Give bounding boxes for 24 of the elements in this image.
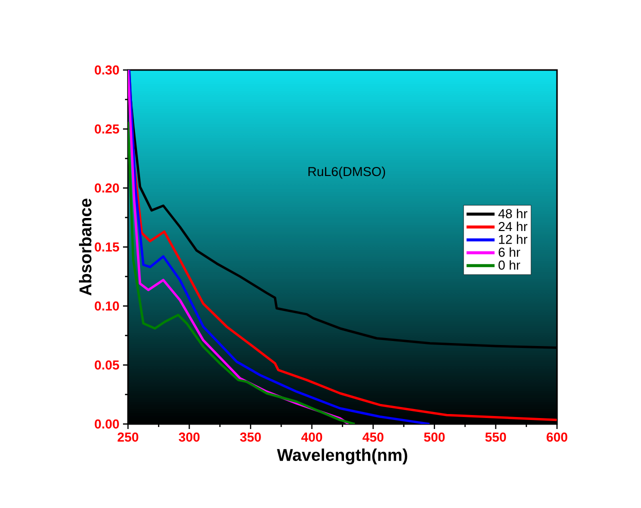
legend-label: 0 hr xyxy=(498,260,520,270)
y-axis-title: Absorbance xyxy=(79,198,92,296)
x-tick-label: 500 xyxy=(424,432,445,442)
x-tick-label: 400 xyxy=(301,432,322,442)
y-tick-label: 0.10 xyxy=(94,301,119,311)
x-tick-label: 350 xyxy=(240,432,261,442)
x-axis-title: Wavelength(nm) xyxy=(276,448,408,464)
legend-label: 48 hr xyxy=(498,208,528,218)
y-tick-label: 0.25 xyxy=(94,124,120,134)
y-tick-label: 0.00 xyxy=(94,419,119,429)
x-tick-label: 600 xyxy=(546,432,568,442)
y-tick-label: 0.30 xyxy=(94,65,119,75)
y-tick-label: 0.05 xyxy=(94,360,120,370)
y-tick-label: 0.15 xyxy=(94,242,120,252)
x-tick-label: 550 xyxy=(485,432,506,442)
annotation: RuL6(DMSO) xyxy=(308,166,386,179)
x-tick-label: 450 xyxy=(362,432,384,442)
legend-label: 12 hr xyxy=(499,234,528,244)
y-tick-label: 0.20 xyxy=(94,183,119,193)
x-tick-label: 300 xyxy=(178,432,200,442)
line-series xyxy=(128,70,431,424)
legend-label: 24 hr xyxy=(498,222,528,231)
legend-label: 6 hr xyxy=(498,247,520,257)
x-tick-label: 250 xyxy=(118,432,138,442)
